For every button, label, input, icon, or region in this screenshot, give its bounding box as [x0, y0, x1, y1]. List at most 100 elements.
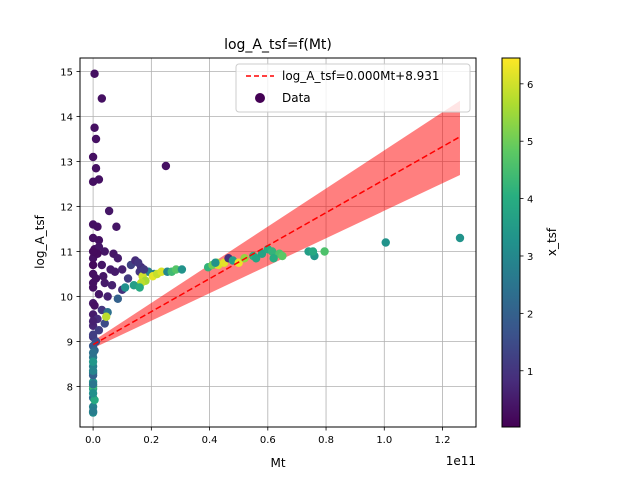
confidence-band-group	[93, 100, 460, 349]
x-axis-ticks: 0.0 0.2 0.4 0.6 0.8 1.0 1.2	[85, 427, 450, 446]
data-point	[267, 247, 277, 256]
data-point	[88, 380, 98, 389]
x-tick-label: 0.6	[260, 435, 276, 446]
data-point	[90, 301, 99, 310]
data-point	[94, 242, 104, 252]
x-axis-label: Mt	[270, 456, 285, 470]
data-point	[177, 265, 187, 274]
data-point	[88, 366, 98, 375]
data-point	[308, 247, 318, 256]
colorbar-tick-label: 2	[527, 309, 533, 320]
data-point	[88, 247, 98, 256]
data-point	[94, 290, 104, 299]
data-point	[99, 272, 108, 281]
data-point	[112, 222, 121, 231]
data-point	[90, 395, 99, 405]
colorbar-label: x_tsf	[545, 227, 559, 256]
data-point	[161, 161, 171, 171]
colorbar-ticks: 1 2 3 4 5 6	[520, 80, 533, 378]
data-point	[123, 274, 133, 283]
data-point	[100, 247, 109, 256]
data-point	[120, 283, 130, 292]
data-point	[97, 94, 107, 103]
data-point	[135, 283, 144, 292]
data-point	[88, 278, 98, 288]
data-point	[103, 292, 112, 301]
data-point	[90, 69, 99, 78]
colorbar-gradient	[501, 57, 521, 428]
data-point	[88, 348, 98, 357]
colorbar-tick-label: 3	[527, 252, 533, 263]
data-point	[455, 233, 465, 243]
colorbar-tick-label: 1	[527, 367, 533, 378]
data-point	[88, 152, 98, 162]
y-tick-label: 14	[60, 113, 73, 124]
y-axis-ticks: 8 9 10 11 12 13 14 15	[60, 68, 80, 394]
legend-data-swatch	[255, 93, 265, 103]
data-points-group	[88, 69, 465, 417]
data-point	[91, 164, 101, 173]
data-point	[134, 258, 143, 267]
confidence-band	[93, 100, 460, 349]
data-point	[94, 236, 104, 245]
data-point	[88, 357, 98, 366]
colorbar-tick-label: 6	[527, 80, 533, 91]
legend-data-label: Data	[282, 91, 311, 105]
chart-title: log_A_tsf=f(Mt)	[224, 37, 332, 53]
colorbar-tick-label: 5	[527, 137, 533, 148]
x-tick-label: 1.2	[435, 435, 451, 446]
data-point	[157, 267, 166, 276]
data-point	[113, 254, 123, 263]
y-tick-label: 9	[67, 338, 73, 349]
legend-box	[235, 63, 471, 113]
legend: log_A_tsf=0.000Mt+8.931 Data	[235, 63, 471, 113]
y-tick-label: 11	[60, 248, 73, 259]
y-tick-label: 13	[60, 158, 73, 169]
data-point	[118, 265, 127, 274]
data-point	[278, 251, 287, 261]
data-point	[91, 134, 101, 144]
data-point	[88, 407, 98, 416]
data-point	[104, 206, 114, 216]
data-point	[269, 254, 278, 263]
data-point	[102, 312, 111, 321]
data-point	[251, 254, 261, 263]
x-tick-label: 1.0	[376, 435, 392, 446]
colorbar-tick-label: 4	[527, 195, 533, 206]
data-point	[88, 330, 98, 339]
y-tick-label: 15	[60, 68, 73, 79]
y-axis-label: log_A_tsf	[33, 214, 47, 268]
fit-line	[92, 136, 461, 346]
legend-fit-label: log_A_tsf=0.000Mt+8.931	[282, 69, 440, 83]
data-point	[88, 260, 98, 270]
colorbar: 1 2 3 4 5 6 x_tsf	[501, 57, 559, 428]
data-point	[97, 260, 107, 270]
data-point	[100, 319, 109, 328]
data-point	[90, 123, 99, 132]
data-point	[100, 278, 109, 288]
data-point	[257, 249, 267, 258]
data-point	[139, 265, 149, 274]
data-point	[171, 265, 181, 274]
x-tick-label: 0.4	[202, 435, 218, 446]
data-point	[110, 267, 120, 276]
data-point	[113, 294, 123, 303]
fit-line-group	[92, 136, 461, 346]
x-tick-label: 0.2	[143, 435, 159, 446]
data-point	[320, 247, 329, 256]
data-point	[88, 317, 98, 326]
data-point	[94, 326, 104, 335]
data-point	[93, 222, 102, 231]
data-point	[88, 177, 98, 186]
y-tick-label: 8	[67, 383, 73, 394]
x-tick-label: 0.8	[318, 435, 334, 446]
data-point	[107, 281, 117, 290]
x-tick-label: 0.0	[85, 435, 101, 446]
data-point	[211, 258, 220, 267]
plot-frame	[79, 57, 477, 428]
y-tick-label: 10	[60, 293, 73, 304]
x-scale-offset: 1e11	[446, 454, 476, 468]
data-point	[88, 389, 98, 398]
